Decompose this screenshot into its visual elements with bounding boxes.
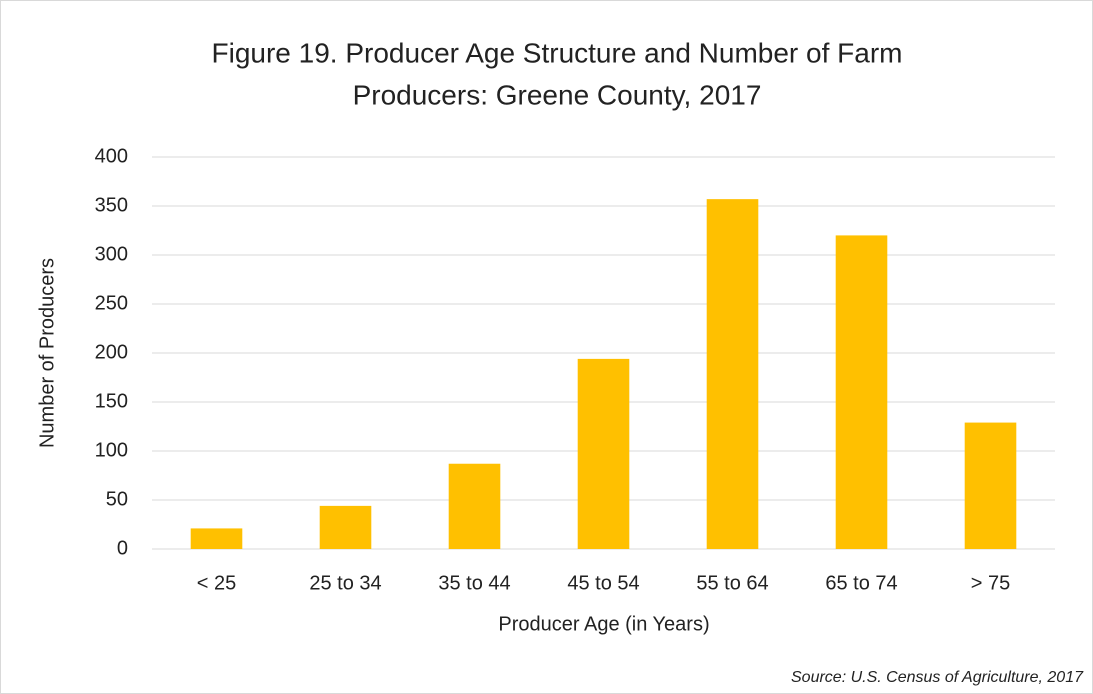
x-tick-label: 65 to 74: [825, 572, 897, 594]
y-tick-label: 50: [106, 488, 128, 510]
bar: [706, 199, 759, 549]
bar: [448, 463, 501, 549]
x-tick-label: 25 to 34: [309, 572, 381, 594]
x-tick-label: 35 to 44: [438, 572, 510, 594]
y-tick-label: 150: [95, 390, 128, 412]
chart-title: Figure 19. Producer Age Structure and Nu…: [212, 37, 903, 68]
y-tick-label: 0: [117, 537, 128, 559]
x-tick-label: 45 to 54: [567, 572, 639, 594]
bar: [577, 358, 630, 549]
y-tick-label: 250: [95, 292, 128, 314]
y-tick-label: 350: [95, 194, 128, 216]
x-tick-label: > 75: [971, 572, 1010, 594]
bar: [964, 422, 1017, 549]
source-note: Source: U.S. Census of Agriculture, 2017: [791, 669, 1084, 686]
chart-title: Producers: Greene County, 2017: [353, 79, 762, 110]
x-tick-label: < 25: [197, 572, 236, 594]
bar: [319, 505, 372, 549]
y-axis-label: Number of Producers: [36, 258, 58, 448]
y-tick-label: 100: [95, 439, 128, 461]
x-tick-label: 55 to 64: [696, 572, 768, 594]
bar: [835, 235, 888, 549]
y-tick-label: 200: [95, 341, 128, 363]
y-tick-label: 400: [95, 145, 128, 167]
x-axis-label: Producer Age (in Years): [498, 613, 709, 635]
y-tick-label: 300: [95, 243, 128, 265]
bar: [190, 528, 243, 549]
